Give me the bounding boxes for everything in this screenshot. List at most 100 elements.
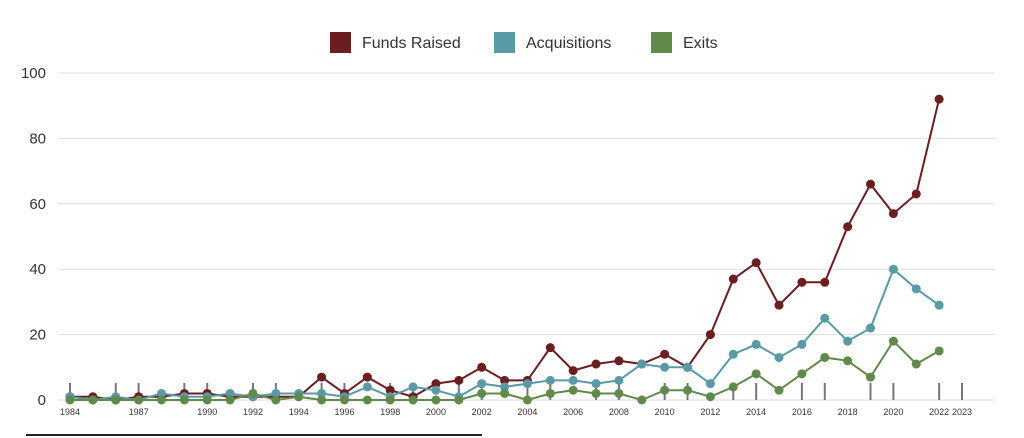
data-point[interactable] bbox=[477, 379, 487, 389]
data-point[interactable] bbox=[545, 343, 555, 353]
data-point[interactable] bbox=[660, 349, 670, 359]
data-point[interactable] bbox=[271, 388, 281, 398]
data-point[interactable] bbox=[362, 372, 372, 382]
data-point[interactable] bbox=[568, 366, 578, 376]
data-point[interactable] bbox=[111, 395, 121, 405]
data-point[interactable] bbox=[477, 388, 487, 398]
data-point[interactable] bbox=[637, 395, 647, 405]
data-point[interactable] bbox=[614, 388, 624, 398]
data-point[interactable] bbox=[820, 352, 830, 362]
data-point[interactable] bbox=[65, 395, 75, 405]
data-point[interactable] bbox=[751, 258, 761, 268]
data-point[interactable] bbox=[843, 356, 853, 366]
data-point[interactable] bbox=[408, 382, 418, 392]
data-point[interactable] bbox=[500, 388, 510, 398]
legend-swatch bbox=[494, 32, 515, 53]
data-point[interactable] bbox=[134, 395, 144, 405]
data-point[interactable] bbox=[888, 209, 898, 219]
data-point[interactable] bbox=[888, 264, 898, 274]
data-point[interactable] bbox=[728, 349, 738, 359]
data-point[interactable] bbox=[362, 382, 372, 392]
data-point[interactable] bbox=[866, 179, 876, 189]
data-point[interactable] bbox=[179, 395, 189, 405]
data-point[interactable] bbox=[248, 388, 258, 398]
data-point[interactable] bbox=[294, 392, 304, 402]
legend-item[interactable]: Funds Raised bbox=[330, 32, 461, 53]
data-point[interactable] bbox=[500, 375, 510, 385]
data-point[interactable] bbox=[934, 346, 944, 356]
data-point[interactable] bbox=[591, 379, 601, 389]
data-point[interactable] bbox=[660, 362, 670, 372]
data-point[interactable] bbox=[683, 385, 693, 395]
data-point[interactable] bbox=[705, 392, 715, 402]
data-point[interactable] bbox=[797, 369, 807, 379]
data-point[interactable] bbox=[202, 395, 212, 405]
data-point[interactable] bbox=[431, 385, 441, 395]
data-point[interactable] bbox=[728, 382, 738, 392]
data-point[interactable] bbox=[911, 284, 921, 294]
data-point[interactable] bbox=[683, 362, 693, 372]
data-point[interactable] bbox=[317, 395, 327, 405]
data-point[interactable] bbox=[454, 375, 464, 385]
data-point[interactable] bbox=[156, 395, 166, 405]
x-tick-label: 1992 bbox=[243, 407, 263, 417]
data-point[interactable] bbox=[866, 323, 876, 333]
data-point[interactable] bbox=[271, 395, 281, 405]
data-point[interactable] bbox=[843, 222, 853, 232]
data-point[interactable] bbox=[705, 379, 715, 389]
data-point[interactable] bbox=[317, 372, 327, 382]
data-point[interactable] bbox=[88, 395, 98, 405]
data-point[interactable] bbox=[728, 274, 738, 284]
data-point[interactable] bbox=[568, 385, 578, 395]
x-tick-label: 2012 bbox=[700, 407, 720, 417]
data-point[interactable] bbox=[591, 388, 601, 398]
data-point[interactable] bbox=[431, 379, 441, 389]
data-point[interactable] bbox=[797, 277, 807, 287]
data-point[interactable] bbox=[385, 395, 395, 405]
data-point[interactable] bbox=[774, 300, 784, 310]
data-point[interactable] bbox=[408, 395, 418, 405]
data-point[interactable] bbox=[591, 359, 601, 369]
data-point[interactable] bbox=[934, 300, 944, 310]
data-point[interactable] bbox=[934, 94, 944, 104]
data-point[interactable] bbox=[477, 362, 487, 372]
data-point[interactable] bbox=[614, 375, 624, 385]
legend-item[interactable]: Exits bbox=[651, 32, 718, 53]
data-point[interactable] bbox=[545, 388, 555, 398]
data-point[interactable] bbox=[339, 395, 349, 405]
data-point[interactable] bbox=[614, 356, 624, 366]
data-point[interactable] bbox=[568, 375, 578, 385]
data-point[interactable] bbox=[385, 385, 395, 395]
x-tick-label: 2020 bbox=[883, 407, 903, 417]
data-point[interactable] bbox=[705, 330, 715, 340]
data-point[interactable] bbox=[820, 277, 830, 287]
data-point[interactable] bbox=[797, 339, 807, 349]
legend-item[interactable]: Acquisitions bbox=[494, 32, 611, 53]
data-point[interactable] bbox=[774, 352, 784, 362]
legend: Funds Raised Acquisitions Exits bbox=[330, 32, 718, 53]
data-point[interactable] bbox=[431, 395, 441, 405]
data-point[interactable] bbox=[156, 388, 166, 398]
data-point[interactable] bbox=[500, 382, 510, 392]
x-axis-ticks: 1984 1987 1990 1992 1994 1996 1998 2000 2002 2004… bbox=[60, 407, 972, 417]
data-point[interactable] bbox=[637, 359, 647, 369]
data-point[interactable] bbox=[454, 395, 464, 405]
data-point[interactable] bbox=[317, 388, 327, 398]
data-point[interactable] bbox=[843, 336, 853, 346]
data-point[interactable] bbox=[545, 375, 555, 385]
series-line bbox=[70, 98, 941, 402]
data-point[interactable] bbox=[911, 189, 921, 199]
data-point[interactable] bbox=[362, 395, 372, 405]
data-point[interactable] bbox=[774, 385, 784, 395]
data-point[interactable] bbox=[751, 369, 761, 379]
data-point[interactable] bbox=[866, 372, 876, 382]
data-point[interactable] bbox=[820, 313, 830, 323]
data-point[interactable] bbox=[911, 359, 921, 369]
data-point[interactable] bbox=[660, 385, 670, 395]
data-point[interactable] bbox=[751, 339, 761, 349]
data-point[interactable] bbox=[225, 388, 235, 398]
data-point[interactable] bbox=[225, 395, 235, 405]
data-point[interactable] bbox=[888, 336, 898, 346]
data-point[interactable] bbox=[522, 395, 532, 405]
data-point[interactable] bbox=[522, 379, 532, 389]
